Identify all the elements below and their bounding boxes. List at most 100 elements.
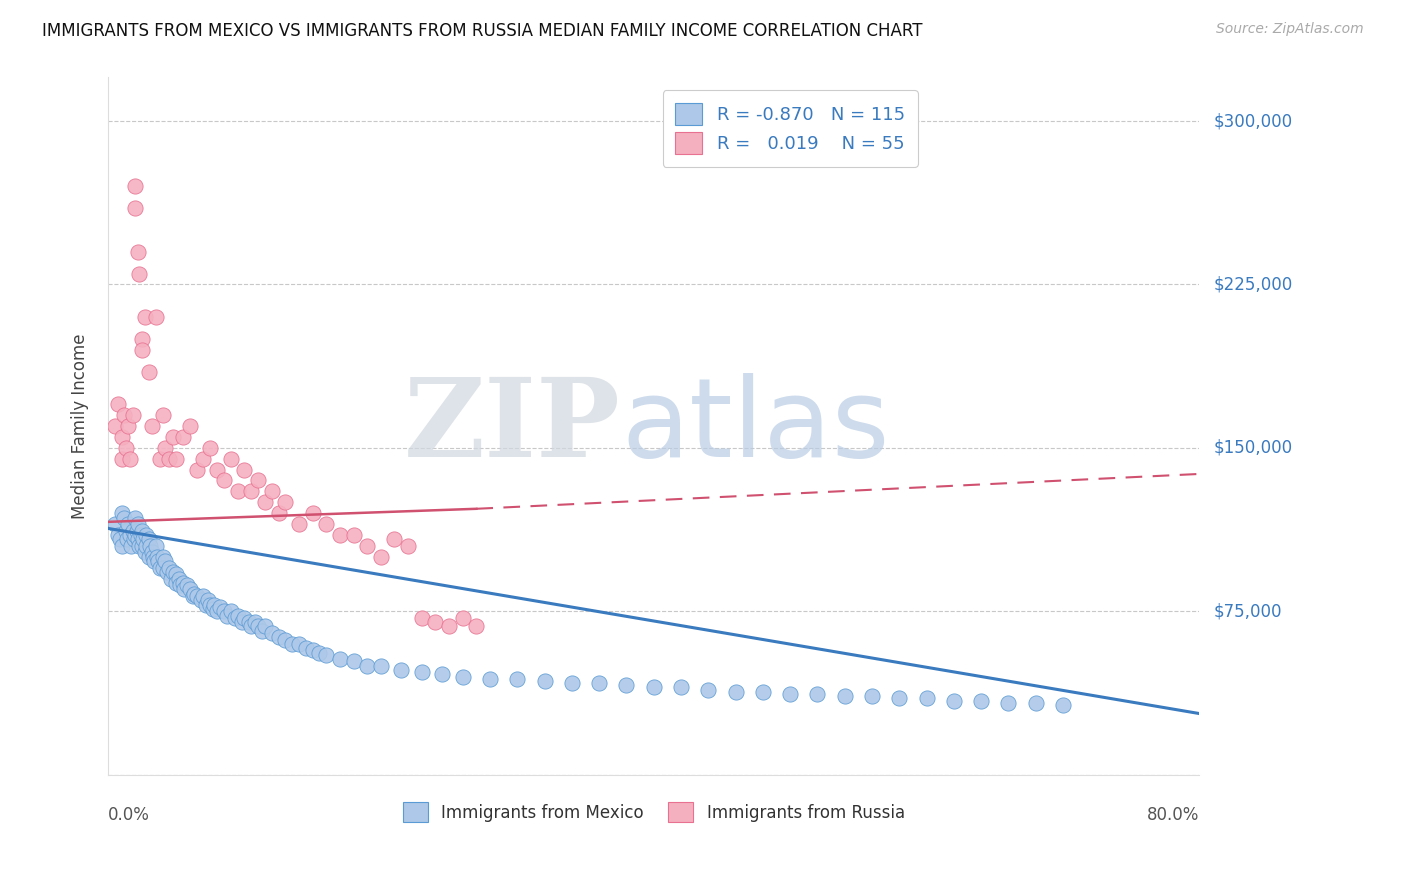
Point	[152, 560, 174, 574]
Point	[138, 365, 160, 379]
Text: atlas: atlas	[621, 373, 890, 480]
Point	[533, 673, 555, 688]
Point	[226, 608, 249, 623]
Point	[724, 685, 747, 699]
Point	[104, 516, 127, 531]
Point	[465, 619, 488, 633]
Point	[245, 615, 267, 629]
Point	[200, 441, 222, 455]
Point	[267, 630, 290, 644]
Point	[186, 589, 208, 603]
Point	[267, 506, 290, 520]
Point	[167, 572, 190, 586]
Point	[135, 539, 157, 553]
Point	[181, 589, 204, 603]
Point	[124, 179, 146, 194]
Point	[134, 545, 156, 559]
Point	[186, 462, 208, 476]
Text: $150,000: $150,000	[1213, 439, 1292, 457]
Point	[149, 560, 172, 574]
Point	[172, 430, 194, 444]
Point	[202, 598, 225, 612]
Point	[148, 554, 170, 568]
Point	[115, 533, 138, 547]
Point	[356, 658, 378, 673]
Point	[117, 419, 139, 434]
Point	[202, 602, 225, 616]
Point	[315, 648, 337, 662]
Point	[111, 539, 134, 553]
Point	[451, 669, 474, 683]
Point	[451, 611, 474, 625]
Point	[155, 554, 177, 568]
Point	[195, 598, 218, 612]
Point	[111, 506, 134, 520]
Text: $75,000: $75,000	[1213, 602, 1282, 620]
Point	[212, 474, 235, 488]
Point	[329, 528, 352, 542]
Point	[205, 604, 228, 618]
Point	[131, 539, 153, 553]
Point	[197, 593, 219, 607]
Point	[752, 685, 775, 699]
Point	[183, 587, 205, 601]
Point	[110, 533, 132, 547]
Point	[127, 533, 149, 547]
Point	[997, 696, 1019, 710]
Point	[146, 549, 169, 564]
Point	[889, 691, 911, 706]
Point	[145, 310, 167, 324]
Point	[779, 687, 801, 701]
Point	[114, 441, 136, 455]
Point	[162, 565, 184, 579]
Point	[384, 533, 406, 547]
Point	[138, 533, 160, 547]
Point	[190, 593, 212, 607]
Point	[169, 578, 191, 592]
Point	[669, 681, 692, 695]
Point	[342, 654, 364, 668]
Point	[411, 665, 433, 680]
Point	[643, 681, 665, 695]
Point	[141, 545, 163, 559]
Point	[145, 539, 167, 553]
Point	[152, 408, 174, 422]
Point	[432, 667, 454, 681]
Point	[152, 549, 174, 564]
Point	[212, 604, 235, 618]
Point	[179, 419, 201, 434]
Point	[479, 672, 502, 686]
Point	[118, 451, 141, 466]
Point	[437, 619, 460, 633]
Point	[274, 632, 297, 647]
Text: 80.0%: 80.0%	[1147, 806, 1199, 824]
Point	[122, 533, 145, 547]
Point	[942, 693, 965, 707]
Point	[329, 652, 352, 666]
Point	[176, 578, 198, 592]
Point	[121, 524, 143, 538]
Point	[131, 332, 153, 346]
Point	[111, 430, 134, 444]
Text: Source: ZipAtlas.com: Source: ZipAtlas.com	[1216, 22, 1364, 37]
Point	[159, 572, 181, 586]
Point	[162, 430, 184, 444]
Point	[129, 528, 152, 542]
Point	[260, 626, 283, 640]
Point	[238, 615, 260, 629]
Point	[219, 451, 242, 466]
Point	[107, 397, 129, 411]
Text: $225,000: $225,000	[1213, 276, 1292, 293]
Point	[370, 658, 392, 673]
Point	[247, 619, 270, 633]
Point	[253, 619, 276, 633]
Point	[205, 462, 228, 476]
Point	[142, 549, 165, 564]
Point	[253, 495, 276, 509]
Point	[915, 691, 938, 706]
Point	[834, 689, 856, 703]
Point	[301, 506, 323, 520]
Point	[107, 528, 129, 542]
Point	[193, 451, 215, 466]
Point	[396, 539, 419, 553]
